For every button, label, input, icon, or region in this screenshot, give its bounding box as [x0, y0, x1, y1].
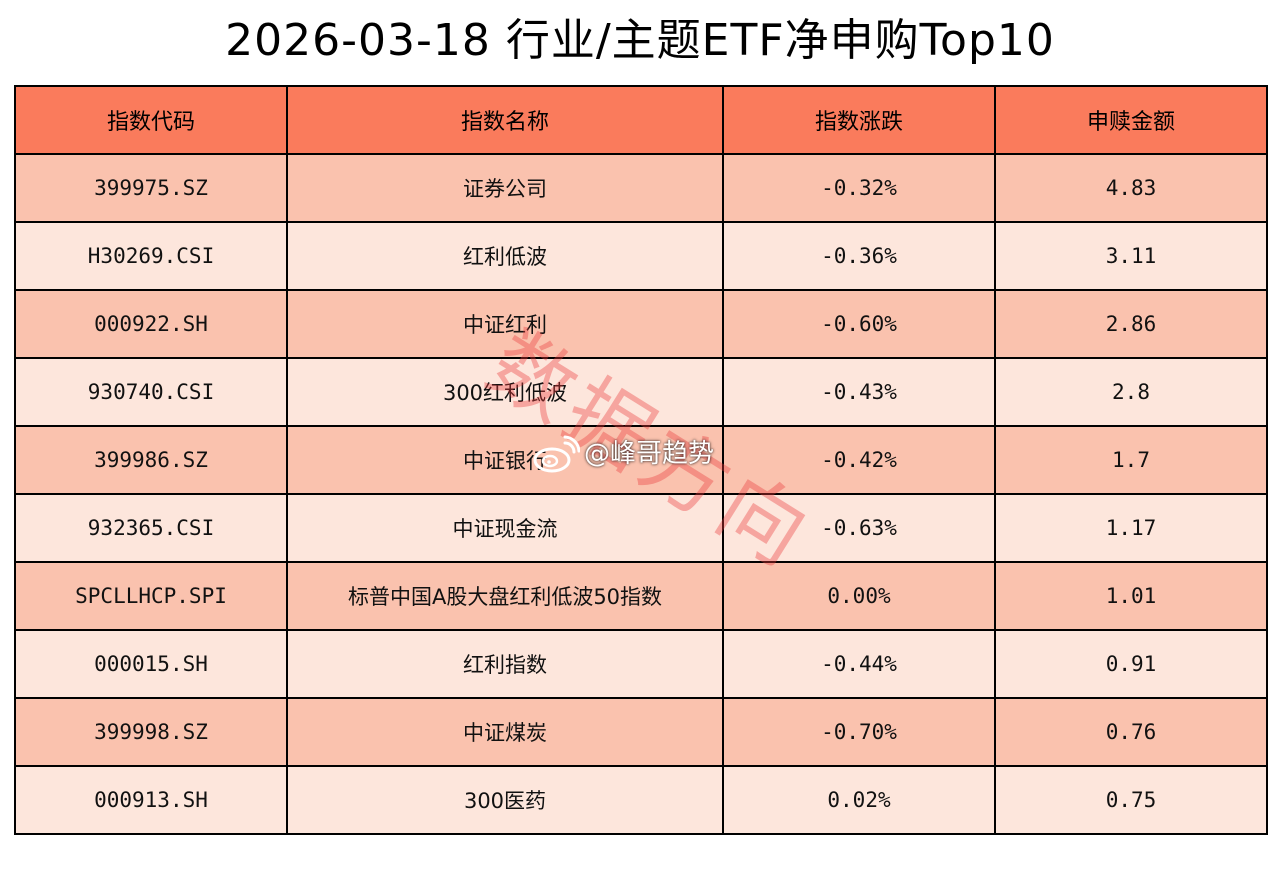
- cell-index-change: -0.36%: [722, 221, 996, 291]
- cell-index-code: SPCLLHCP.SPI: [14, 561, 288, 631]
- cell-index-change: -0.32%: [722, 153, 996, 223]
- table-row: 932365.CSI 中证现金流 -0.63% 1.17: [14, 493, 1268, 563]
- cell-index-change: -0.42%: [722, 425, 996, 495]
- cell-index-change: -0.60%: [722, 289, 996, 359]
- etf-table: 指数代码 指数名称 指数涨跌 申赎金额 399975.SZ 证券公司 -0.32% 4.83…: [14, 85, 1268, 835]
- cell-index-code: 930740.CSI: [14, 357, 288, 427]
- header-amount: 申赎金额: [994, 85, 1268, 155]
- cell-index-code: H30269.CSI: [14, 221, 288, 291]
- cell-index-name: 红利指数: [286, 629, 724, 699]
- header-index-name: 指数名称: [286, 85, 724, 155]
- table-row: H30269.CSI 红利低波 -0.36% 3.11: [14, 221, 1268, 291]
- table-header-row: 指数代码 指数名称 指数涨跌 申赎金额: [14, 85, 1268, 155]
- cell-amount: 0.91: [994, 629, 1268, 699]
- cell-index-name: 300医药: [286, 765, 724, 835]
- cell-index-name: 红利低波: [286, 221, 724, 291]
- cell-amount: 0.76: [994, 697, 1268, 767]
- cell-index-change: -0.44%: [722, 629, 996, 699]
- cell-amount: 0.75: [994, 765, 1268, 835]
- cell-index-code: 000922.SH: [14, 289, 288, 359]
- cell-index-name: 中证煤炭: [286, 697, 724, 767]
- table-row: 000913.SH 300医药 0.02% 0.75: [14, 765, 1268, 835]
- cell-amount: 1.7: [994, 425, 1268, 495]
- table-row: 000015.SH 红利指数 -0.44% 0.91: [14, 629, 1268, 699]
- table-row: 399975.SZ 证券公司 -0.32% 4.83: [14, 153, 1268, 223]
- cell-amount: 4.83: [994, 153, 1268, 223]
- cell-index-name: 标普中国A股大盘红利低波50指数: [286, 561, 724, 631]
- cell-index-name: 证券公司: [286, 153, 724, 223]
- cell-index-change: -0.70%: [722, 697, 996, 767]
- table-body: 399975.SZ 证券公司 -0.32% 4.83 H30269.CSI 红利低波 -0.…: [14, 153, 1268, 835]
- cell-amount: 1.01: [994, 561, 1268, 631]
- cell-index-code: 000015.SH: [14, 629, 288, 699]
- weibo-handle-text: @峰哥趋势: [584, 439, 715, 469]
- page-title: 2026-03-18 行业/主题ETF净申购Top10: [225, 15, 1055, 66]
- table-row: 399986.SZ 中证银行 -0.42% 1.7: [14, 425, 1268, 495]
- cell-index-name: 中证银行: [286, 425, 724, 495]
- cell-index-code: 399986.SZ: [14, 425, 288, 495]
- cell-amount: 3.11: [994, 221, 1268, 291]
- cell-index-change: 0.00%: [722, 561, 996, 631]
- cell-index-name: 300红利低波: [286, 357, 724, 427]
- cell-index-change: -0.43%: [722, 357, 996, 427]
- weibo-logo-icon: [533, 435, 580, 472]
- cell-index-code: 000913.SH: [14, 765, 288, 835]
- cell-index-change: -0.63%: [722, 493, 996, 563]
- cell-amount: 2.86: [994, 289, 1268, 359]
- cell-index-change: 0.02%: [722, 765, 996, 835]
- weibo-handle: @峰哥趋势: [532, 434, 714, 474]
- table-row: 930740.CSI 300红利低波 -0.43% 2.8: [14, 357, 1268, 427]
- cell-index-code: 399975.SZ: [14, 153, 288, 223]
- table-row: 000922.SH 中证红利 -0.60% 2.86: [14, 289, 1268, 359]
- cell-index-code: 932365.CSI: [14, 493, 288, 563]
- table-row: SPCLLHCP.SPI 标普中国A股大盘红利低波50指数 0.00% 1.01: [14, 561, 1268, 631]
- cell-index-name: 中证红利: [286, 289, 724, 359]
- table-row: 399998.SZ 中证煤炭 -0.70% 0.76: [14, 697, 1268, 767]
- header-index-code: 指数代码: [14, 85, 288, 155]
- cell-amount: 1.17: [994, 493, 1268, 563]
- cell-index-name: 中证现金流: [286, 493, 724, 563]
- header-index-change: 指数涨跌: [722, 85, 996, 155]
- cell-index-code: 399998.SZ: [14, 697, 288, 767]
- cell-amount: 2.8: [994, 357, 1268, 427]
